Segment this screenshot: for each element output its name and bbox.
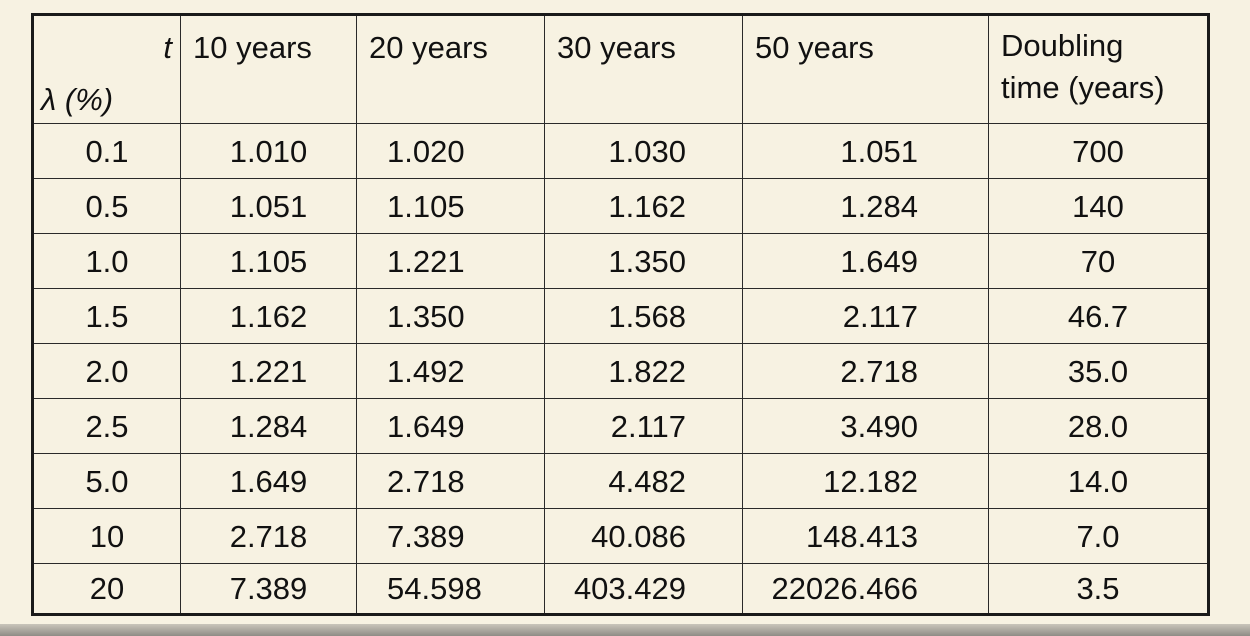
fifty-year-cell: 12.182	[742, 453, 989, 509]
fifty-year-cell: 2.117	[742, 288, 989, 344]
table-row: 0.5 1.051 1.105 1.162 1.284 140	[32, 178, 1209, 234]
table-row: 5.0 1.649 2.718 4.482 12.182 14.0	[32, 453, 1209, 509]
twenty-year-cell: 1.221	[356, 233, 545, 289]
ten-year-cell: 1.221	[180, 343, 357, 399]
header-doubling-line1: Doubling	[1001, 28, 1124, 63]
thirty-year-cell: 403.429	[544, 563, 743, 615]
rate-cell: 0.5	[32, 178, 181, 234]
thirty-year-cell: 1.350	[544, 233, 743, 289]
header-row: t λ (%) 10 years 20 years 30 years 50 ye…	[32, 14, 1209, 124]
doubling-time-cell: 70	[988, 233, 1209, 289]
table-row: 10 2.718 7.389 40.086 148.413 7.0	[32, 508, 1209, 564]
thirty-year-cell: 2.117	[544, 398, 743, 454]
rate-cell: 5.0	[32, 453, 181, 509]
rate-cell: 20	[32, 563, 181, 615]
fifty-year-cell: 22026.466	[742, 563, 989, 615]
twenty-year-cell: 2.718	[356, 453, 545, 509]
ten-year-cell: 1.649	[180, 453, 357, 509]
fifty-year-cell: 148.413	[742, 508, 989, 564]
rate-cell: 1.5	[32, 288, 181, 344]
twenty-year-cell: 7.389	[356, 508, 545, 564]
doubling-time-cell: 28.0	[988, 398, 1209, 454]
thirty-year-cell: 40.086	[544, 508, 743, 564]
twenty-year-cell: 1.350	[356, 288, 545, 344]
doubling-time-cell: 700	[988, 123, 1209, 179]
twenty-year-cell: 1.492	[356, 343, 545, 399]
doubling-time-cell: 3.5	[988, 563, 1209, 615]
twenty-year-cell: 1.020	[356, 123, 545, 179]
table-row: 0.1 1.010 1.020 1.030 1.051 700	[32, 123, 1209, 179]
doubling-time-cell: 140	[988, 178, 1209, 234]
fifty-year-cell: 3.490	[742, 398, 989, 454]
ten-year-cell: 7.389	[180, 563, 357, 615]
rate-cell: 10	[32, 508, 181, 564]
fifty-year-cell: 1.649	[742, 233, 989, 289]
rate-cell: 0.1	[32, 123, 181, 179]
fifty-year-cell: 1.051	[742, 123, 989, 179]
rate-cell: 2.0	[32, 343, 181, 399]
slide-bottom-shadow	[0, 624, 1250, 636]
thirty-year-cell: 4.482	[544, 453, 743, 509]
header-10-years: 10 years	[180, 14, 357, 124]
slide-top-edge	[0, 0, 1250, 14]
doubling-time-cell: 35.0	[988, 343, 1209, 399]
growth-factor-table: t λ (%) 10 years 20 years 30 years 50 ye…	[31, 13, 1210, 616]
corner-cell: t λ (%)	[32, 14, 181, 124]
fifty-year-cell: 2.718	[742, 343, 989, 399]
rate-cell: 2.5	[32, 398, 181, 454]
table-row: 2.0 1.221 1.492 1.822 2.718 35.0	[32, 343, 1209, 399]
fifty-year-cell: 1.284	[742, 178, 989, 234]
table-row: 1.0 1.105 1.221 1.350 1.649 70	[32, 233, 1209, 289]
header-50-years: 50 years	[742, 14, 989, 124]
thirty-year-cell: 1.030	[544, 123, 743, 179]
doubling-time-cell: 14.0	[988, 453, 1209, 509]
table-row: 20 7.389 54.598 403.429 22026.466 3.5	[32, 563, 1209, 615]
header-doubling-time: Doubling time (years)	[988, 14, 1209, 124]
ten-year-cell: 1.105	[180, 233, 357, 289]
thirty-year-cell: 1.822	[544, 343, 743, 399]
ten-year-cell: 1.010	[180, 123, 357, 179]
doubling-time-cell: 7.0	[988, 508, 1209, 564]
twenty-year-cell: 1.649	[356, 398, 545, 454]
ten-year-cell: 1.051	[180, 178, 357, 234]
doubling-time-cell: 46.7	[988, 288, 1209, 344]
rate-axis-label: λ (%)	[41, 82, 114, 117]
header-doubling-line2: time (years)	[1001, 70, 1165, 105]
thirty-year-cell: 1.568	[544, 288, 743, 344]
ten-year-cell: 1.162	[180, 288, 357, 344]
time-axis-label: t	[163, 30, 172, 65]
twenty-year-cell: 54.598	[356, 563, 545, 615]
twenty-year-cell: 1.105	[356, 178, 545, 234]
header-30-years: 30 years	[544, 14, 743, 124]
table-row: 2.5 1.284 1.649 2.117 3.490 28.0	[32, 398, 1209, 454]
ten-year-cell: 1.284	[180, 398, 357, 454]
header-20-years: 20 years	[356, 14, 545, 124]
thirty-year-cell: 1.162	[544, 178, 743, 234]
table-row: 1.5 1.162 1.350 1.568 2.117 46.7	[32, 288, 1209, 344]
ten-year-cell: 2.718	[180, 508, 357, 564]
rate-cell: 1.0	[32, 233, 181, 289]
